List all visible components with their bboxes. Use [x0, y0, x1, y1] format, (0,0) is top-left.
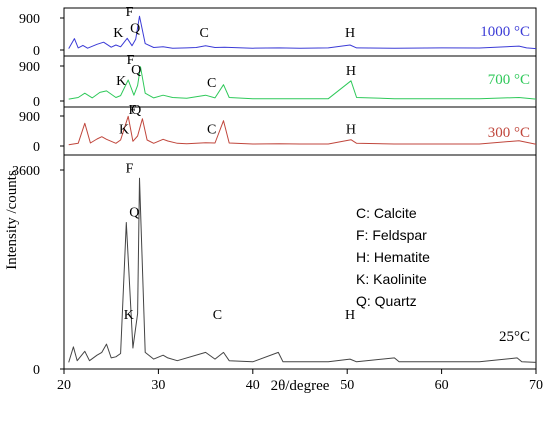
peak-label-k: K	[124, 308, 134, 323]
peak-label-c: C	[207, 76, 216, 91]
peak-label-q: Q	[130, 21, 140, 36]
peak-label-c: C	[207, 122, 216, 137]
peak-label-q: Q	[131, 63, 141, 78]
peak-label-k: K	[116, 74, 126, 89]
x-tick-label: 70	[529, 378, 543, 393]
peak-label-f: F	[127, 53, 135, 68]
peak-label-f: F	[128, 103, 136, 118]
temperature-label: 1000 °C	[480, 24, 530, 40]
legend-entry: F: Feldspar	[356, 227, 427, 243]
series-line-2	[68, 115, 537, 146]
peak-label-c: C	[213, 308, 222, 323]
peak-label-h: H	[346, 64, 356, 79]
peak-label-h: H	[345, 26, 355, 41]
legend-entry: C: Calcite	[356, 205, 417, 221]
plot-frame	[63, 7, 537, 370]
series-layer	[68, 15, 537, 363]
x-tick-label: 60	[435, 378, 449, 393]
series-line-1	[68, 66, 537, 100]
peak-label-k: K	[113, 26, 123, 41]
y-tick-label: 0	[33, 363, 40, 378]
series-line-3	[68, 177, 537, 363]
peak-label-f: F	[126, 5, 134, 20]
x-tick-label: 30	[151, 378, 165, 393]
legend-entry: Q: Quartz	[356, 293, 417, 309]
x-tick-label: 40	[246, 378, 260, 393]
x-tick-label: 20	[57, 378, 71, 393]
peak-label-h: H	[345, 308, 355, 323]
temperature-label: 300 °C	[488, 125, 530, 141]
peak-label-c: C	[199, 26, 208, 41]
y-tick-label: 900	[19, 110, 40, 125]
legend-entry: H: Hematite	[356, 249, 430, 265]
y-axis-title: Intensity /counts	[4, 170, 20, 270]
y-tick-label: 900	[19, 60, 40, 75]
peak-label-f: F	[126, 161, 134, 176]
y-tick-label: 0	[33, 140, 40, 155]
plot-border	[63, 7, 537, 370]
y-tick-label: 0	[33, 44, 40, 59]
peak-label-h: H	[346, 122, 356, 137]
x-tick-label: 50	[340, 378, 354, 393]
peak-label-q: Q	[131, 103, 141, 118]
temperature-label: 700 °C	[488, 72, 530, 88]
y-tick-label: 3600	[12, 164, 40, 179]
peak-label-q: Q	[129, 206, 139, 221]
legend-entry: K: Kaolinite	[356, 271, 427, 287]
x-axis-title: 2θ/degree	[271, 378, 330, 394]
y-tick-label: 0	[33, 95, 40, 110]
series-line-0	[68, 15, 537, 50]
temperature-label: 25°C	[499, 329, 530, 345]
peak-label-k: K	[119, 122, 129, 137]
y-tick-label: 900	[19, 12, 40, 27]
